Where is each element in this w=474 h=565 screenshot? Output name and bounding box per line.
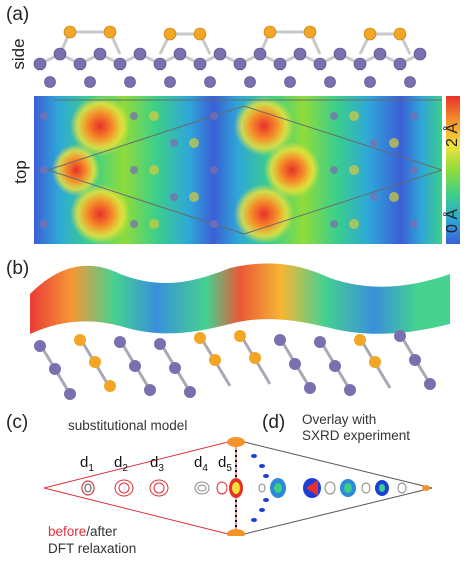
distance-label-d4: d4 xyxy=(194,454,208,474)
top-view-height-map xyxy=(34,96,442,244)
side-view-label: side xyxy=(9,38,28,70)
distance-label-d2: d2 xyxy=(114,454,128,474)
3d-surface-rendering xyxy=(30,263,450,400)
before-label: before xyxy=(48,524,87,539)
panel-d-label: (d) xyxy=(262,412,286,433)
distance-label-d1: d1 xyxy=(80,454,94,474)
patterson-map-diagram xyxy=(43,437,433,536)
relaxation-legend-line1: before/after xyxy=(48,524,117,539)
overlay-title-line1: Overlay with xyxy=(302,412,377,427)
panel-a-label: (a) xyxy=(6,4,30,25)
substitutional-model-title: substitutional model xyxy=(68,418,188,433)
panel-b-label: (b) xyxy=(6,258,30,279)
colorbar-min-label: 0 Å xyxy=(444,209,461,234)
distance-label-d5: d5 xyxy=(218,454,232,474)
after-label: /after xyxy=(86,524,118,539)
height-colorbar xyxy=(446,96,460,244)
distance-label-d3: d3 xyxy=(150,454,164,474)
panel-c-label: (c) xyxy=(6,412,29,433)
colorbar-max-label: 2 Å xyxy=(444,123,461,148)
side-view-structure xyxy=(33,25,427,88)
overlay-title-line2: SXRD experiment xyxy=(302,428,411,443)
top-view-label: top xyxy=(11,160,30,184)
relaxation-legend-line2: DFT relaxation xyxy=(48,541,137,556)
